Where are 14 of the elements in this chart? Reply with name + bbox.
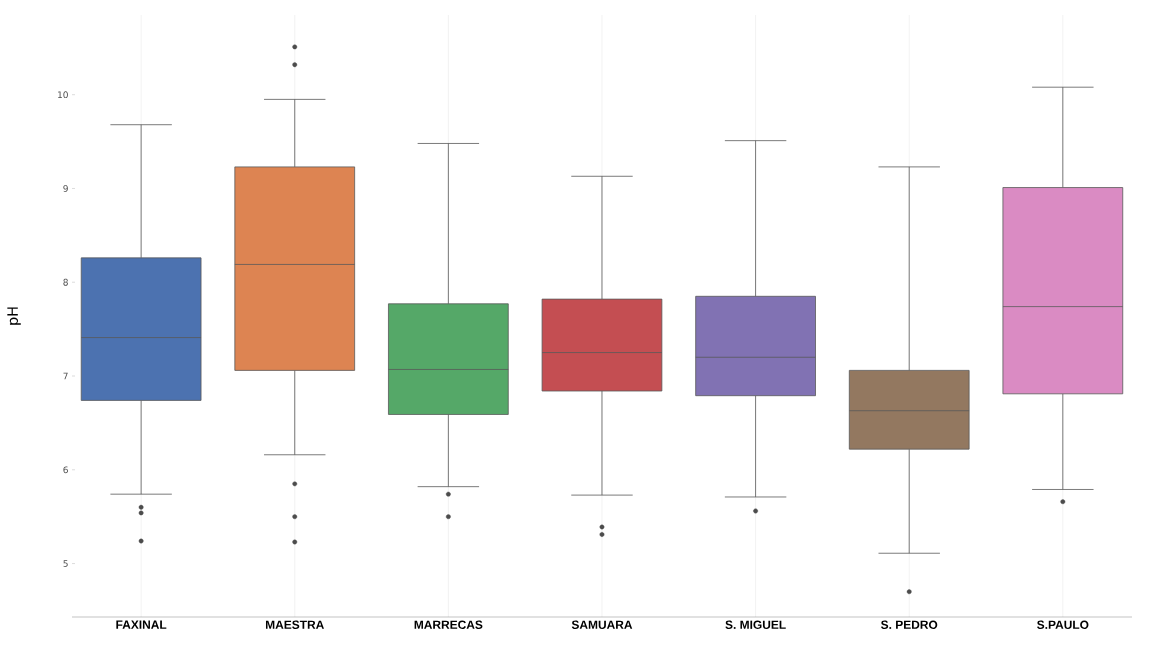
x-tick-label: S. MIGUEL xyxy=(725,620,786,629)
y-tick-label: 9 xyxy=(63,185,68,192)
x-tick-label: FAXINAL xyxy=(116,620,167,629)
x-tick-label: MAESTRA xyxy=(265,620,324,629)
y-tick-label: 6 xyxy=(63,466,68,474)
y-tick-label: 5 xyxy=(63,560,68,567)
x-tick-label: SAMUARA xyxy=(571,620,633,629)
y-axis-title: pH xyxy=(7,307,21,325)
x-tick-label: MARRECAS xyxy=(414,620,483,629)
x-tick-label: S. PEDRO xyxy=(880,620,938,629)
y-tick-label: 7 xyxy=(63,372,68,380)
x-tick-label: S.PAULO xyxy=(1037,620,1089,629)
y-tick-label: 10 xyxy=(58,91,68,99)
y-tick-label: 8 xyxy=(63,278,68,286)
